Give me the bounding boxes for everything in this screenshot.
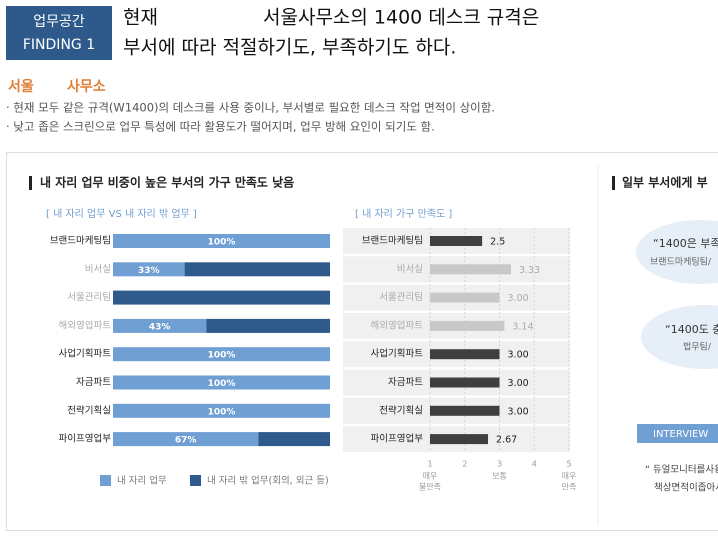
section-marker: [29, 176, 32, 190]
bar: [430, 236, 483, 246]
category-label: 사업기획파트: [59, 348, 112, 360]
category-label: 해외영업파트: [371, 319, 424, 331]
x-tick-label: 5: [566, 460, 571, 469]
value-label: 2.5: [490, 237, 505, 248]
interview-label: INTERVIEW: [653, 429, 708, 440]
x-tick-label: 3: [497, 460, 502, 469]
category-label: 파이프영업부: [371, 433, 424, 445]
bullet: · 낮고 좁은 스크린으로 업무 특성에 따라 활용도가 떨어지며, 업무 방해…: [6, 120, 435, 134]
bar-segment: [113, 347, 330, 362]
bar: [430, 377, 500, 388]
value-label: 43%: [149, 322, 171, 332]
bar-segment: [184, 262, 330, 277]
x-tick-label: 2: [462, 460, 467, 469]
category-label: 사업기획파트: [371, 348, 424, 360]
chart-subtitle: [ 내 자리 업무 VS 내 자리 밖 업무 ]: [46, 207, 197, 220]
value-label: 100%: [208, 238, 236, 248]
category-label: 파이프영업부: [59, 433, 112, 445]
value-label: 100%: [208, 407, 236, 417]
tag-box: [6, 6, 112, 60]
category-label: 해외영업파트: [59, 319, 112, 331]
quote: “1400도 충: [665, 323, 718, 336]
bar-segment: [113, 403, 330, 418]
value-label: 100%: [208, 351, 236, 361]
bar: [430, 405, 500, 416]
category-label: 자금파트: [388, 377, 423, 388]
legend-label: 내 자리 업무: [117, 475, 167, 487]
quote-bubble: [636, 220, 718, 284]
category-label: 서울관리팀: [379, 291, 423, 303]
interview-box: [637, 424, 718, 443]
category-label: 서울관리팀: [67, 291, 111, 303]
interview-line: “ 듀얼모니터를사용: [645, 465, 718, 476]
title-line: 부서에 따라 적절하기도, 부족하기도 하다.: [123, 37, 456, 59]
subheading: 사무소: [67, 79, 106, 95]
bullet: · 현재 모두 같은 규격(W1400)의 데스크를 사용 중이나, 부서별로 …: [6, 101, 495, 115]
value-label: 100%: [208, 379, 236, 389]
value-label: 3.00: [508, 350, 529, 361]
quote: “1400은 부족: [653, 237, 718, 250]
interview-line: 책상면적이좁아서: [654, 482, 718, 494]
legend-swatch: [100, 475, 111, 486]
title-line: 서울사무소의 1400 데스크 규격은: [263, 7, 539, 29]
category-label: 전략기획실: [67, 404, 111, 416]
category-label: 브랜드마케팅팀: [362, 235, 423, 247]
bar-segment: [113, 432, 259, 447]
value-label: 67%: [175, 436, 197, 446]
quote-source: 브랜드마케팅팀/: [650, 256, 712, 268]
bar: [430, 349, 500, 360]
legend-label: 내 자리 밖 업무(회의, 외근 등): [207, 475, 329, 487]
bar-segment: [113, 290, 330, 305]
category-label: 브랜드마케팅팀: [50, 235, 111, 247]
x-tick-note: 매우: [562, 472, 577, 481]
value-label: 33%: [138, 266, 160, 276]
bar: [430, 292, 500, 303]
bar-segment: [206, 318, 330, 333]
x-tick-note: 보통: [492, 472, 507, 481]
category-label: 비서실: [85, 264, 111, 275]
bar: [430, 264, 511, 275]
bar-segment: [113, 234, 330, 248]
quote-bubble: [641, 305, 718, 369]
bar-segment: [258, 432, 330, 447]
value-label: 3.33: [519, 265, 540, 276]
category-label: 비서실: [397, 264, 423, 275]
title-line: 현재: [123, 7, 158, 29]
value-label: 2.67: [496, 435, 517, 446]
value-label: 3.00: [508, 378, 529, 389]
subheading: 서울: [8, 78, 34, 95]
value-label: 3.00: [508, 406, 529, 417]
x-tick-note: 만족: [562, 483, 577, 492]
finding: FINDING 1: [23, 37, 95, 53]
category-label: 전략기획실: [379, 404, 423, 416]
quote-source: 법무팀/: [683, 341, 712, 353]
tag: 업무공간: [33, 14, 85, 30]
section-marker: [612, 176, 615, 190]
value-label: 3.00: [508, 293, 529, 304]
section-title: 내 자리 업무 비중이 높은 부서의 가구 만족도 낮음: [40, 175, 294, 190]
bar: [430, 434, 489, 445]
bar-segment: [113, 375, 330, 390]
x-tick-note: 매우: [423, 472, 438, 481]
x-tick-label: 1: [427, 460, 432, 469]
bar-segment: [113, 262, 185, 277]
bar-segment: [113, 318, 207, 333]
x-tick-note: 불만족: [419, 482, 441, 492]
value-label: 3.14: [512, 321, 533, 332]
bar: [430, 320, 505, 331]
x-tick-label: 4: [532, 460, 537, 469]
category-label: 자금파트: [76, 377, 111, 388]
legend-swatch: [190, 475, 201, 486]
chart-subtitle: [ 내 자리 가구 만족도 ]: [355, 208, 452, 220]
side-title: 일부 부서에게 부: [622, 175, 708, 190]
